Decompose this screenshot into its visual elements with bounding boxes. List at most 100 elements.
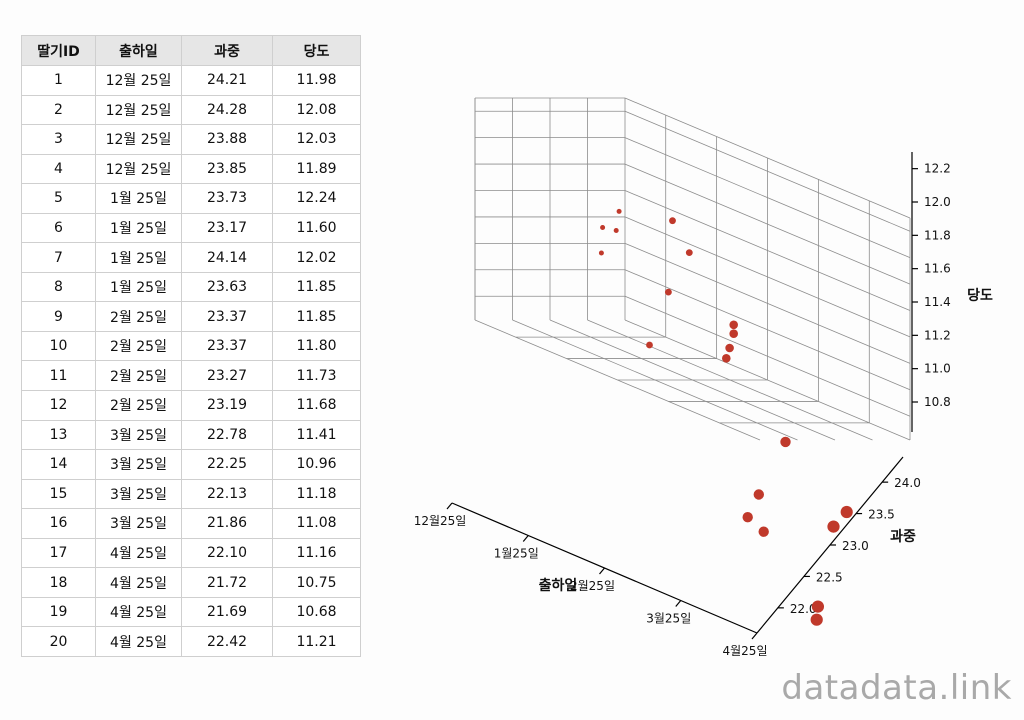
x-axis-label: 출하일 <box>539 577 578 594</box>
cell-ship-date: 1월 25일 <box>95 183 182 214</box>
data-point <box>646 341 653 349</box>
data-point <box>665 288 672 296</box>
cell-id: 12 <box>21 390 96 421</box>
cell-weight: 23.85 <box>181 153 273 185</box>
y-axis-label: 과중 <box>890 529 916 545</box>
grid-line <box>624 137 911 259</box>
cell-id: 13 <box>21 419 96 451</box>
table-row: 5 1월 25일 23.73 12.24 <box>21 183 361 214</box>
cell-weight: 23.88 <box>181 124 273 155</box>
cell-weight: 22.13 <box>181 478 273 510</box>
cell-sugar: 11.80 <box>272 330 361 362</box>
cell-id: 20 <box>21 626 96 657</box>
cell-weight: 22.10 <box>181 537 273 569</box>
cell-ship-date: 3월 25일 <box>95 508 182 539</box>
cell-ship-date: 12월 25일 <box>95 94 182 126</box>
data-point <box>613 228 619 233</box>
x-tick <box>675 600 682 607</box>
table-row: 4 12월 25일 23.85 11.89 <box>21 153 361 185</box>
grid-line <box>624 190 911 311</box>
table-row: 13 3월 25일 22.78 11.41 <box>21 419 361 451</box>
cell-ship-date: 12월 25일 <box>95 65 182 96</box>
table-row: 16 3월 25일 21.86 11.08 <box>21 508 361 539</box>
data-point <box>811 600 825 613</box>
cell-sugar: 12.08 <box>272 94 361 126</box>
cell-sugar: 11.85 <box>272 271 361 303</box>
table-header-row: 딸기ID 출하일 과중 당도 <box>21 35 361 66</box>
cell-id: 11 <box>21 360 96 392</box>
y-tick-label: 24.0 <box>894 476 921 490</box>
cell-ship-date: 4월 25일 <box>95 537 182 569</box>
cell-sugar: 10.68 <box>272 596 361 628</box>
data-table: 딸기ID 출하일 과중 당도 1 12월 25일 24.21 11.98 2 12월 25… <box>21 35 361 657</box>
cell-ship-date: 2월 25일 <box>95 360 182 392</box>
grid-line <box>624 163 911 285</box>
cell-id: 3 <box>21 124 96 155</box>
cell-id: 9 <box>21 301 96 332</box>
cell-ship-date: 2월 25일 <box>95 330 182 362</box>
cell-id: 17 <box>21 537 96 569</box>
cell-id: 16 <box>21 508 96 539</box>
table-row: 18 4월 25일 21.72 10.75 <box>21 567 361 598</box>
cell-sugar: 11.60 <box>272 212 361 244</box>
x-tick <box>599 567 605 575</box>
table-row: 8 1월 25일 23.63 11.85 <box>21 271 361 303</box>
x-tick-label: 12월25일 <box>414 514 467 528</box>
cell-ship-date: 12월 25일 <box>95 153 182 185</box>
cell-sugar: 12.03 <box>272 124 361 155</box>
y-tick-label: 23.0 <box>842 539 869 553</box>
cell-id: 10 <box>21 330 96 362</box>
data-point <box>685 249 693 256</box>
z-tick-label: 11.6 <box>924 262 951 276</box>
data-point <box>758 526 769 537</box>
cell-weight: 23.37 <box>181 301 273 332</box>
cell-id: 19 <box>21 596 96 628</box>
data-point <box>598 250 604 256</box>
cell-ship-date: 4월 25일 <box>95 567 182 598</box>
cell-ship-date: 12월 25일 <box>95 124 182 155</box>
cell-id: 18 <box>21 567 96 598</box>
z-axis-label: 당도 <box>967 287 993 304</box>
table-row: 20 4월 25일 22.42 11.21 <box>21 626 361 657</box>
table-row: 17 4월 25일 22.10 11.16 <box>21 537 361 569</box>
data-point <box>616 208 622 214</box>
chart-grid <box>474 97 911 441</box>
cell-ship-date: 4월 25일 <box>95 596 182 628</box>
table-row: 19 4월 25일 21.69 10.68 <box>21 596 361 628</box>
cell-sugar: 11.21 <box>272 626 361 657</box>
z-tick-label: 11.0 <box>924 362 951 376</box>
table-row: 9 2월 25일 23.37 11.85 <box>21 301 361 332</box>
table-row: 10 2월 25일 23.37 11.80 <box>21 330 361 362</box>
cell-ship-date: 3월 25일 <box>95 478 182 510</box>
cell-sugar: 11.18 <box>272 478 361 510</box>
grid-line <box>624 216 911 338</box>
grid-line <box>624 269 911 391</box>
z-tick-label: 10.8 <box>924 395 951 409</box>
y-tick-label: 22.5 <box>816 570 843 584</box>
table-row: 1 12월 25일 24.21 11.98 <box>21 65 361 96</box>
watermark-text: datadata.link <box>781 668 1012 708</box>
y-tick-label: 22.0 <box>790 602 817 616</box>
grid-line <box>624 295 911 417</box>
cell-sugar: 11.16 <box>272 537 361 569</box>
cell-ship-date: 1월 25일 <box>95 242 182 273</box>
column-header-weight: 과중 <box>181 35 273 66</box>
cell-ship-date: 2월 25일 <box>95 301 182 332</box>
cell-id: 1 <box>21 65 96 96</box>
chart-points <box>598 208 853 626</box>
cell-sugar: 10.75 <box>272 567 361 598</box>
cell-weight: 23.19 <box>181 390 273 421</box>
data-point <box>780 436 791 448</box>
cell-weight: 24.28 <box>181 94 273 126</box>
z-tick-label: 11.8 <box>924 228 951 242</box>
cell-ship-date: 1월 25일 <box>95 271 182 303</box>
cell-weight: 22.78 <box>181 419 273 451</box>
cell-sugar: 11.08 <box>272 508 361 539</box>
cell-weight: 23.73 <box>181 183 273 214</box>
data-point <box>729 320 738 330</box>
cell-sugar: 11.73 <box>272 360 361 392</box>
cell-weight: 21.72 <box>181 567 273 598</box>
pane-edge <box>624 97 911 219</box>
cell-sugar: 11.89 <box>272 153 361 185</box>
